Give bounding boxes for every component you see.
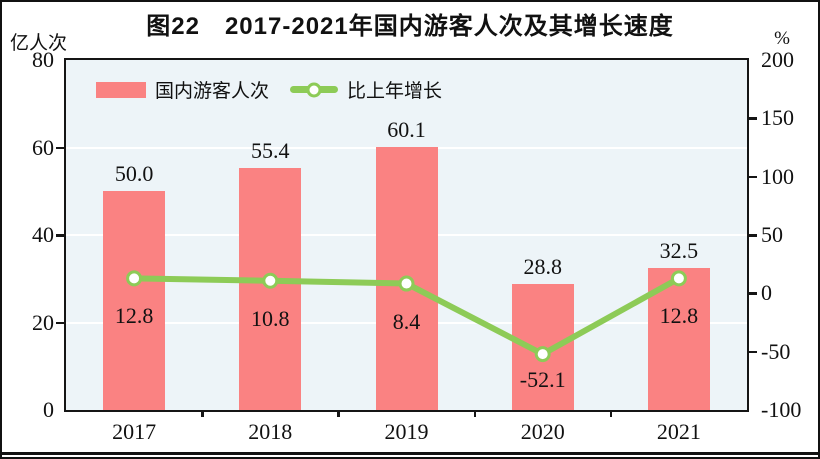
- legend: 国内游客人次 比上年增长: [96, 76, 442, 103]
- right-axis-unit-label: %: [774, 28, 790, 49]
- right-axis-tick-label: 150: [761, 105, 794, 131]
- left-axis-tick-label: 0: [43, 397, 54, 422]
- x-axis-label-2019: 2019: [384, 419, 429, 444]
- bar-2017: [103, 191, 166, 410]
- left-axis-tick: [56, 146, 64, 149]
- right-axis-tick-label: 200: [761, 47, 794, 72]
- left-axis-tick: [56, 321, 64, 324]
- left-axis-tick-label: 40: [32, 222, 54, 247]
- x-axis-label-2018: 2018: [248, 419, 293, 444]
- x-axis-tick: [473, 410, 477, 417]
- line-marker-2018: [262, 272, 279, 289]
- left-axis-tick: [56, 234, 64, 237]
- x-axis-tick: [201, 410, 204, 417]
- bar-value-label-2021: 32.5: [659, 237, 699, 263]
- right-axis-tick: [749, 350, 757, 354]
- bar-value-label-2017: 50.0: [114, 161, 154, 187]
- left-axis-tick-label: 20: [32, 309, 54, 335]
- line-marker-2017: [126, 270, 143, 287]
- bar-series-swatch-icon: [96, 81, 146, 98]
- left-axis-tick-label: 80: [32, 47, 54, 72]
- line-marker-icon: [306, 82, 322, 97]
- growth-line-layer: [126, 270, 687, 363]
- line-value-label-2021: 12.8: [659, 303, 699, 329]
- line-value-label-2018: 10.8: [251, 305, 290, 331]
- right-axis-tick: [749, 292, 757, 295]
- x-axis-tick: [609, 410, 613, 417]
- bar-value-label-2018: 55.4: [251, 137, 290, 163]
- line-marker-2021: [670, 270, 687, 287]
- right-axis-tick: [749, 117, 757, 120]
- line-marker-2019: [398, 275, 415, 292]
- right-axis-tick-label: 100: [761, 163, 794, 189]
- figure-bottom-rule: [2, 452, 818, 455]
- right-axis-tick-label: -100: [761, 397, 802, 422]
- line-marker-2020: [534, 346, 551, 363]
- bar-value-label-2020: 28.8: [523, 254, 562, 279]
- right-axis-tick: [749, 175, 757, 179]
- line-value-label-2017: 12.8: [114, 303, 154, 329]
- x-axis-label-2021: 2021: [656, 419, 701, 444]
- right-axis-tick-label: 0: [761, 280, 772, 306]
- x-axis-tick: [337, 410, 340, 417]
- line-value-label-2020: -52.1: [519, 367, 566, 393]
- plot-area: 国内游客人次 比上年增长 50.0 55.4 60.1 28.8 32.5 12.8 10.…: [64, 58, 749, 412]
- right-axis-tick-label: 50: [761, 222, 783, 247]
- left-axis-unit-label: 亿人次: [10, 33, 68, 54]
- x-axis-label-2020: 2020: [520, 419, 565, 444]
- line-series-legend-label: 比上年增长: [347, 81, 443, 102]
- chart-title: 图22 2017-2021年国内游客人次及其增长速度: [146, 13, 674, 40]
- left-axis-tick-label: 60: [32, 134, 54, 160]
- line-value-label-2019: 8.4: [392, 308, 421, 334]
- x-axis-label-2017: 2017: [112, 419, 157, 444]
- line-series-sample-icon: [290, 82, 339, 97]
- bar-value-label-2019: 60.1: [387, 117, 426, 143]
- right-axis-tick-label: -50: [761, 338, 791, 364]
- right-axis-tick: [749, 234, 757, 237]
- bar-2018: [239, 167, 302, 410]
- bar-series-legend-label: 国内游客人次: [155, 81, 270, 102]
